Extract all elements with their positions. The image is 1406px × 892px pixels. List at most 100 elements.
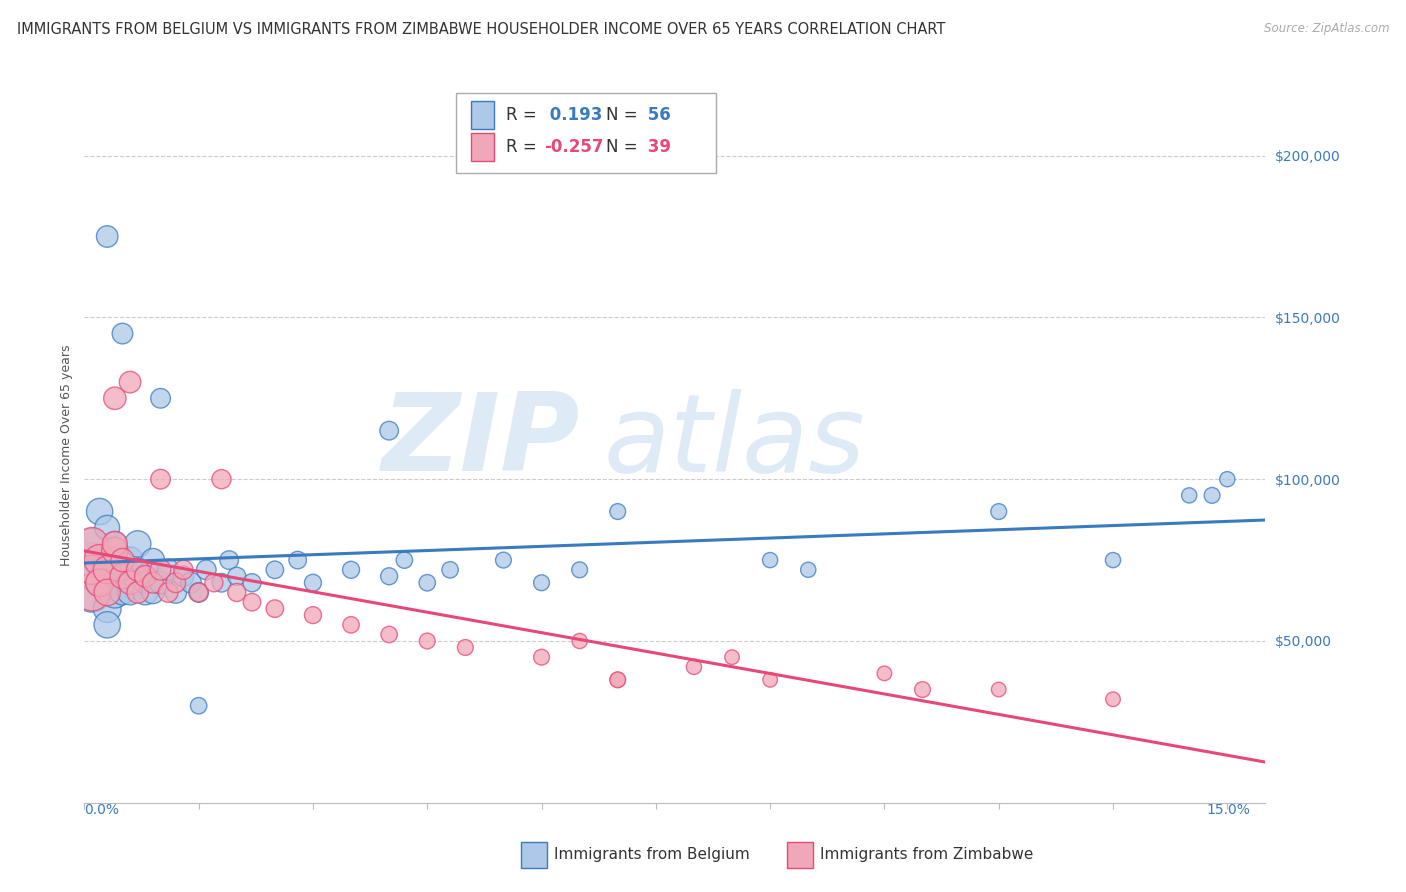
Point [302,575,325,590]
Point [416,575,439,590]
Point [240,595,263,609]
Point [172,569,194,583]
Point [80,585,103,599]
Text: R =: R = [506,138,537,156]
Point [195,563,218,577]
Text: 0.0%: 0.0% [84,803,120,817]
Point [721,650,744,665]
Point [89,553,111,567]
Point [157,563,180,577]
Point [211,575,233,590]
Point [606,673,628,687]
Text: Immigrants from Belgium: Immigrants from Belgium [554,847,751,863]
Point [439,563,461,577]
Point [1102,553,1125,567]
Point [134,569,156,583]
Point [111,569,134,583]
Point [134,585,156,599]
Point [165,575,187,590]
Point [80,537,103,551]
Point [96,585,118,599]
Y-axis label: Householder Income Over 65 years: Householder Income Over 65 years [60,344,73,566]
Text: Source: ZipAtlas.com: Source: ZipAtlas.com [1264,22,1389,36]
Point [127,537,149,551]
Point [1216,472,1239,486]
Point [80,563,103,577]
Point [378,627,401,641]
Point [378,424,401,438]
Point [530,650,553,665]
Text: IMMIGRANTS FROM BELGIUM VS IMMIGRANTS FROM ZIMBABWE HOUSEHOLDER INCOME OVER 65 Y: IMMIGRANTS FROM BELGIUM VS IMMIGRANTS FR… [17,22,945,37]
Point [127,563,149,577]
Point [187,585,209,599]
Point [165,585,187,599]
Bar [522,842,547,868]
Point [987,682,1010,697]
Point [492,553,515,567]
Point [134,575,156,590]
Point [89,504,111,518]
Point [1102,692,1125,706]
Point [240,575,263,590]
Point [149,563,172,577]
Text: ZIP: ZIP [382,388,581,494]
Point [606,673,628,687]
Point [149,575,172,590]
Text: 15.0%: 15.0% [1206,803,1250,817]
Point [111,585,134,599]
Point [1178,488,1201,502]
Point [89,575,111,590]
Point [104,553,127,567]
Point [120,375,142,389]
Point [340,563,363,577]
Text: 0.193: 0.193 [544,106,602,124]
Point [142,575,165,590]
Point [120,585,142,599]
Point [111,553,134,567]
Point [96,229,118,244]
Point [530,575,553,590]
Text: R =: R = [506,106,537,124]
Point [797,563,820,577]
Bar [471,134,494,161]
Point [96,617,118,632]
Bar [471,102,494,129]
Point [89,575,111,590]
Point [394,553,416,567]
Text: 56: 56 [641,106,671,124]
Point [80,537,103,551]
Point [104,569,127,583]
Point [149,472,172,486]
Point [104,537,127,551]
Point [180,575,202,590]
Point [120,575,142,590]
Text: Immigrants from Zimbabwe: Immigrants from Zimbabwe [820,847,1033,863]
Point [149,392,172,406]
Point [80,585,103,599]
Point [104,543,127,558]
Point [568,563,591,577]
Point [127,585,149,599]
Text: N =: N = [606,106,638,124]
Point [211,472,233,486]
Point [187,585,209,599]
Point [683,660,706,674]
Text: 39: 39 [641,138,671,156]
Point [1201,488,1223,502]
Point [96,563,118,577]
Point [911,682,934,697]
Point [568,634,591,648]
Point [120,553,142,567]
Point [142,553,165,567]
Point [142,585,165,599]
Point [111,575,134,590]
Text: -0.257: -0.257 [544,138,603,156]
Point [104,585,127,599]
Point [416,634,439,648]
Point [263,601,285,615]
Point [759,553,782,567]
Bar [457,93,716,173]
Point [134,569,156,583]
Point [187,698,209,713]
Point [302,608,325,623]
